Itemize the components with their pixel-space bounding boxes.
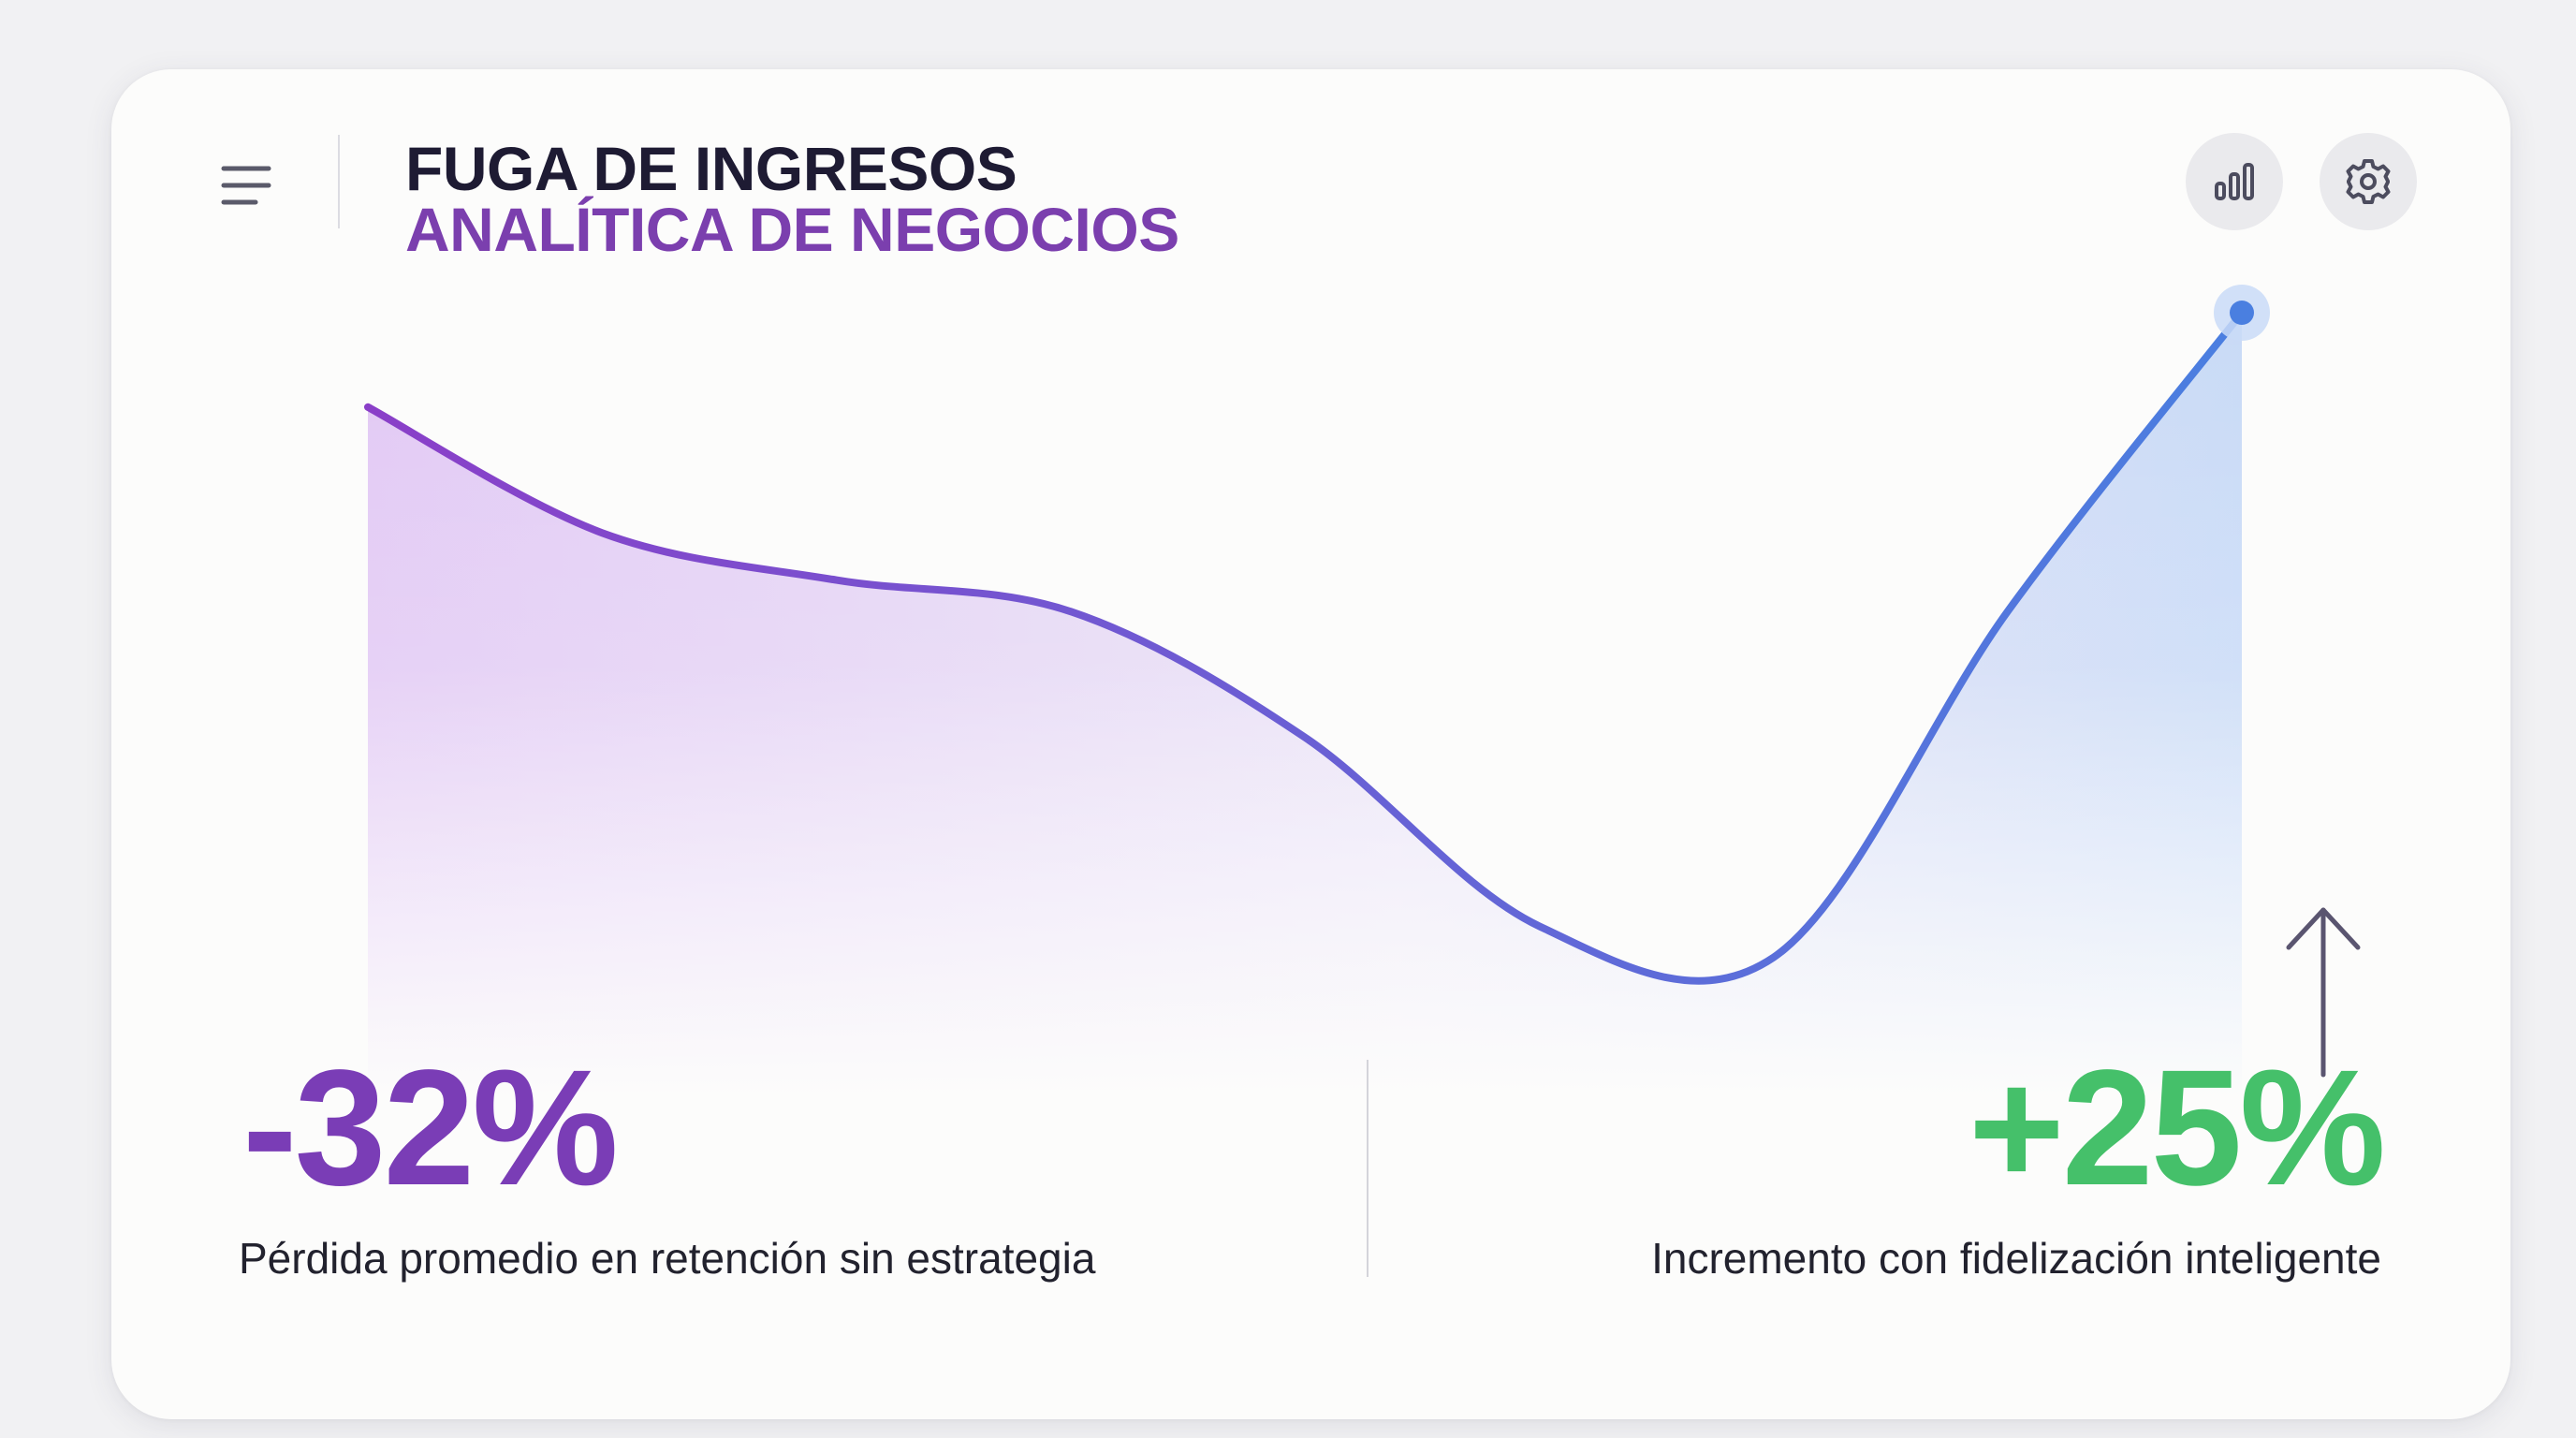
chart-series-line	[364, 309, 2246, 985]
hamburger-menu-icon[interactable]	[203, 144, 287, 228]
page-subtitle: ANALÍTICA DE NEGOCIOS	[405, 195, 1179, 264]
settings-button[interactable]	[2320, 133, 2417, 230]
gain-caption: Incremento con fidelización inteligente	[1651, 1234, 2381, 1283]
chart-data-point	[1070, 610, 1072, 612]
chart-data-point	[2007, 610, 2009, 612]
chart-data-point	[367, 406, 369, 408]
chart-data-point	[1538, 925, 1540, 927]
chart-data-point	[601, 532, 603, 534]
loss-percentage: -32%	[242, 1036, 619, 1220]
analytics-card: FUGA DE INGRESOS ANALÍTICA DE NEGOCIOS	[111, 69, 2510, 1419]
gain-percentage: +25%	[1968, 1036, 2386, 1220]
page-title: FUGA DE INGRESOS	[405, 134, 1017, 203]
header-divider	[338, 135, 340, 228]
chart-data-point	[1304, 737, 1306, 739]
gear-icon	[2340, 154, 2396, 210]
chart-end-point[interactable]	[2230, 301, 2254, 325]
chart-data-point	[836, 580, 838, 581]
bar-chart-icon	[2208, 155, 2261, 208]
loss-caption: Pérdida promedio en retención sin estrat…	[239, 1234, 1096, 1283]
chart-view-button[interactable]	[2186, 133, 2283, 230]
arrow-up-icon	[2281, 897, 2365, 1084]
chart-data-point	[1773, 957, 1775, 959]
revenue-chart	[364, 285, 2270, 1099]
chart-area-fade	[368, 313, 2242, 1099]
stats-divider	[1367, 1060, 1368, 1277]
